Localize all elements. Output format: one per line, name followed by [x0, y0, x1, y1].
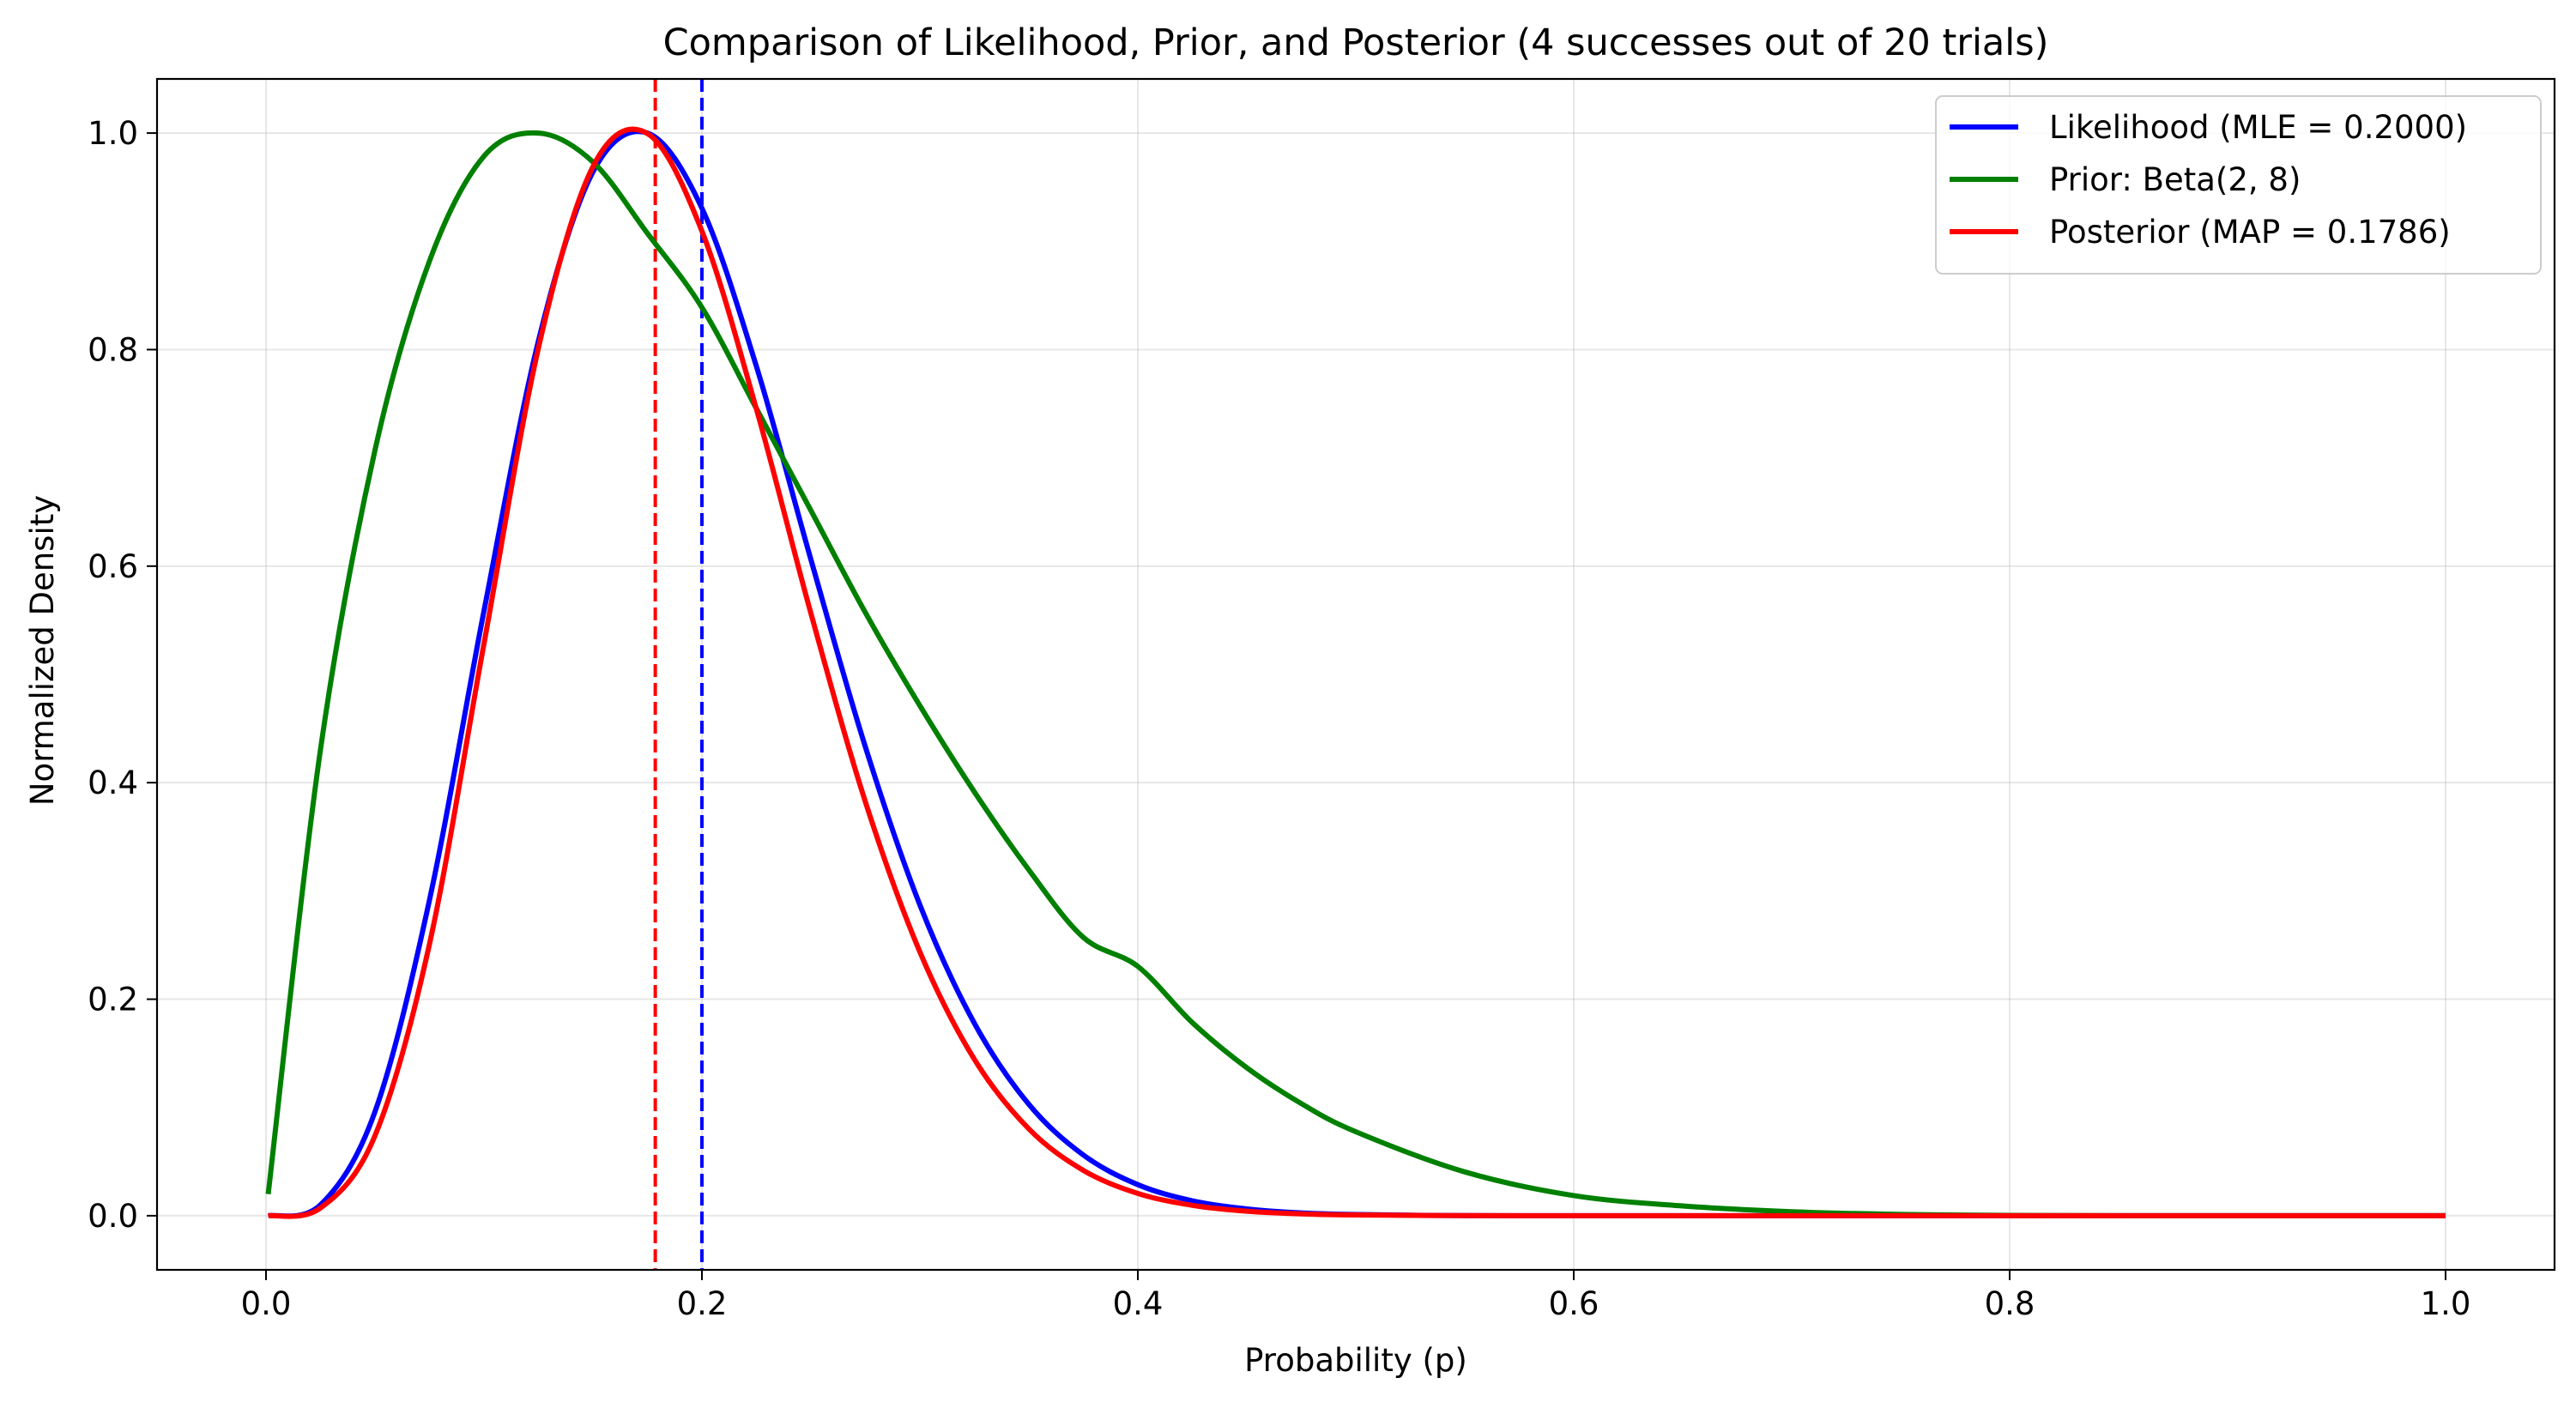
- chart-title: Comparison of Likelihood, Prior, and Pos…: [663, 21, 2049, 64]
- y-tick-label: 0.2: [88, 982, 138, 1018]
- plot-area: [265, 79, 2446, 1270]
- x-tick-label: 0.4: [1113, 1285, 1164, 1322]
- legend-box: [1935, 95, 2542, 275]
- legend-label-0: Likelihood (MLE = 0.2000): [2049, 109, 2467, 146]
- series-line-2: [268, 126, 2446, 1219]
- legend-label-1: Prior: Beta(2, 8): [2049, 161, 2301, 198]
- reference-lines: [653, 79, 704, 1270]
- legend: Likelihood (MLE = 0.2000) Prior: Beta(2, …: [1935, 95, 2542, 275]
- x-tick-label: 0.2: [677, 1285, 728, 1322]
- y-tick-label: 0.8: [88, 331, 138, 368]
- y-tick-label: 1.0: [88, 115, 138, 152]
- y-tick-label: 0.4: [88, 764, 138, 801]
- y-tick-label: 0.0: [88, 1198, 138, 1235]
- x-tick-label: 0.6: [1549, 1285, 1599, 1322]
- y-tick-label: 0.6: [88, 548, 138, 585]
- series-lines: [265, 126, 2446, 1219]
- x-tick-label: 0.8: [1985, 1285, 2035, 1322]
- x-tick-label: 1.0: [2421, 1285, 2471, 1322]
- x-axis-label: Probability (p): [1244, 1342, 1467, 1379]
- axes-frame: [155, 77, 2556, 1272]
- x-tick-label: 0.0: [241, 1285, 292, 1322]
- x-ticks: 0.0 0.2 0.4 0.6 0.8 1.0: [241, 1270, 2471, 1322]
- legend-label-2: Posterior (MAP = 0.1786): [2049, 214, 2451, 251]
- y-axis-label: Normalized Density: [24, 495, 61, 806]
- y-ticks: 0.0 0.2 0.4 0.6 0.8 1.0: [88, 115, 157, 1235]
